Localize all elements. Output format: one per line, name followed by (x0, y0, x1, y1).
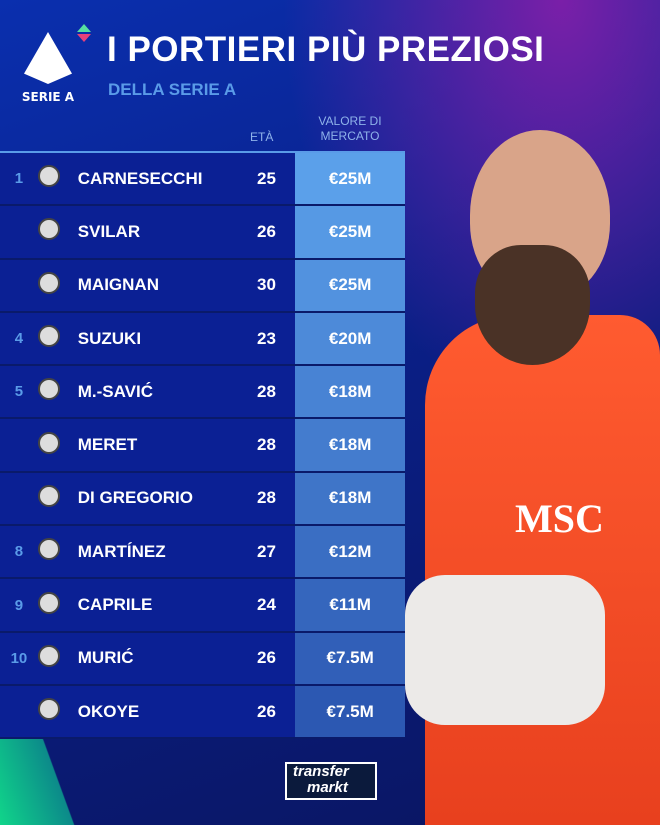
player-age: 25 (237, 152, 296, 206)
market-value: €18M (295, 471, 405, 526)
market-value: €25M (295, 205, 405, 259)
player-age: 24 (237, 578, 296, 632)
club-crest-icon (37, 525, 78, 579)
club-crest-icon (37, 471, 78, 526)
rank: 1 (0, 152, 38, 206)
market-value: €7.5M (295, 631, 405, 685)
club-crest-icon (37, 205, 78, 259)
player-photo: MSC (405, 125, 660, 825)
market-value: €25M (295, 258, 405, 312)
player-age: 28 (237, 471, 296, 526)
transfermarkt-logo: transfer markt (285, 762, 377, 800)
serie-a-shield-icon (24, 32, 72, 84)
header-value-line1: VALORE DI (318, 114, 382, 128)
rank: 10 (0, 631, 38, 685)
player-age: 26 (237, 631, 296, 685)
table-row: 9 CAPRILE 24 €11M (0, 578, 405, 632)
player-name: SVILAR (77, 205, 238, 259)
brand-line2: markt (307, 779, 348, 796)
player-name: MARTÍNEZ (77, 525, 238, 579)
club-crest-icon (37, 365, 78, 419)
player-name: MERET (77, 418, 238, 472)
table-row: DI GREGORIO 28 €18M (0, 471, 405, 526)
rank: 8 (0, 525, 38, 579)
brand-line1: transfer (293, 763, 349, 780)
player-age: 26 (237, 205, 296, 259)
header-age: ETÀ (250, 130, 274, 144)
rank: 4 (0, 311, 38, 366)
club-crest-icon (37, 258, 78, 312)
league-name: SERIE A (21, 90, 75, 104)
rank: 9 (0, 578, 38, 632)
rank (0, 418, 38, 472)
player-name: OKOYE (77, 684, 238, 739)
player-age: 26 (237, 684, 296, 739)
table-row: MAIGNAN 30 €25M (0, 258, 405, 312)
club-crest-icon (37, 578, 78, 632)
club-crest-icon (37, 684, 78, 739)
table-row: 1 CARNESECCHI 25 €25M (0, 152, 405, 206)
page-title: I PORTIERI PIÙ PREZIOSI (107, 30, 545, 69)
rank (0, 205, 38, 259)
goalkeeper-table: 1 CARNESECCHI 25 €25M SVILAR 26 €25M MAI… (0, 151, 405, 740)
club-crest-icon (37, 418, 78, 472)
player-age: 28 (237, 418, 296, 472)
market-value: €18M (295, 365, 405, 419)
green-accent (0, 735, 90, 825)
club-crest-icon (37, 631, 78, 685)
jersey-sponsor: MSC (515, 496, 604, 541)
rank: 5 (0, 365, 38, 419)
rank (0, 471, 38, 526)
player-name: DI GREGORIO (77, 471, 238, 526)
market-value: €11M (295, 578, 405, 632)
table-row: MERET 28 €18M (0, 418, 405, 472)
serie-a-logo: SERIE A (20, 32, 76, 104)
header-value: VALORE DI MERCATO (300, 114, 400, 144)
table-row: 4 SUZUKI 23 €20M (0, 311, 405, 366)
club-crest-icon (37, 311, 78, 366)
market-value: €25M (295, 152, 405, 206)
market-value: €7.5M (295, 684, 405, 739)
player-name: SUZUKI (77, 311, 238, 366)
player-age: 28 (237, 365, 296, 419)
table-row: 5 M.-SAVIĆ 28 €18M (0, 365, 405, 419)
table-row: 10 MURIĆ 26 €7.5M (0, 631, 405, 685)
market-value: €12M (295, 525, 405, 579)
player-name: MAIGNAN (77, 258, 238, 312)
player-name: CARNESECCHI (77, 152, 238, 206)
header-value-line2: MERCATO (320, 129, 380, 143)
arrows-icon (77, 24, 91, 42)
player-age: 30 (237, 258, 296, 312)
player-name: MURIĆ (77, 631, 238, 685)
club-crest-icon (37, 152, 78, 206)
rank (0, 258, 38, 312)
player-name: CAPRILE (77, 578, 238, 632)
market-value: €20M (295, 311, 405, 366)
table-row: SVILAR 26 €25M (0, 205, 405, 259)
market-value: €18M (295, 418, 405, 472)
rank (0, 684, 38, 739)
table-row: OKOYE 26 €7.5M (0, 684, 405, 739)
player-name: M.-SAVIĆ (77, 365, 238, 419)
table-row: 8 MARTÍNEZ 27 €12M (0, 525, 405, 579)
page-subtitle: DELLA SERIE A (108, 80, 237, 99)
player-age: 23 (237, 311, 296, 366)
player-age: 27 (237, 525, 296, 579)
